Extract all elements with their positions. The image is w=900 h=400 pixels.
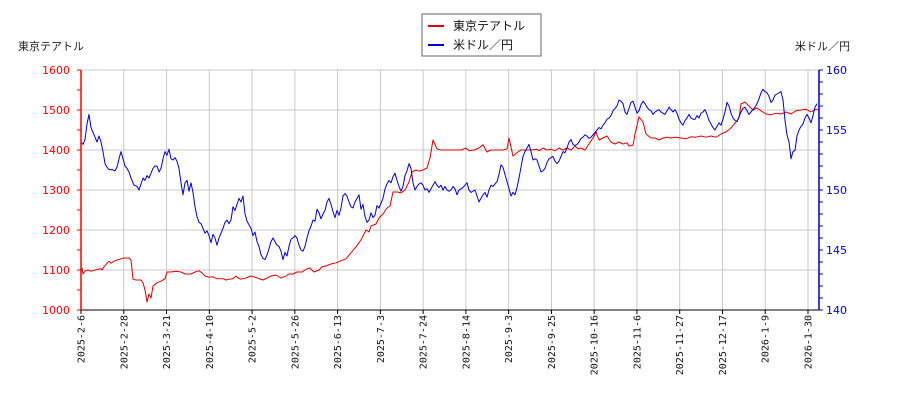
gridlines [81,69,819,310]
x-tick-label: 2025-4-10 [205,315,216,369]
left-tick-label: 1400 [42,144,70,157]
x-tick-label: 2025-8-14 [461,315,472,369]
legend-label-usdjpy: 米ドル／円 [453,38,513,52]
x-tick-label: 2025-7-3 [376,315,387,363]
right-axis-title: 米ドル／円 [795,40,850,53]
x-tick-label: 2025-3-21 [162,315,173,369]
right-tick-label: 145 [826,244,847,257]
x-tick-label: 2025-2-28 [119,315,130,369]
left-tick-label: 1500 [42,104,70,117]
x-tick-label: 2025-11-27 [675,315,686,375]
series-line-usdjpy [80,88,818,261]
axes: 1000 1100 1200 1300 1400 1500 1600 140 145 150 155… [42,64,847,317]
right-tick-label: 150 [826,184,847,197]
x-tick-label: 2025-10-16 [590,315,601,375]
x-tick-label: 2025-6-13 [333,315,344,369]
x-tick-label: 2025-7-24 [419,315,430,369]
right-tick-label: 155 [826,124,847,137]
legend-box [421,13,542,57]
x-axis-ticks: 2025-2-6 2025-2-28 2025-3-21 2025-4-10 2025-… [77,310,815,375]
series-layer [80,88,820,303]
left-tick-label: 1000 [42,304,70,317]
left-tick-label: 1300 [42,184,70,197]
series-line-tokyo-theatres [80,101,820,303]
x-tick-label: 2025-5-26 [290,315,301,369]
left-axis-title: 東京テアトル [18,39,84,53]
x-tick-label: 2025-2-6 [77,315,88,363]
left-tick-label: 1100 [42,264,70,277]
right-tick-label: 160 [826,64,847,77]
x-tick-label: 2025-12-17 [718,315,729,375]
x-tick-label: 2025-11-6 [632,315,643,369]
left-tick-label: 1600 [42,64,70,77]
left-tick-label: 1200 [42,224,70,237]
x-tick-label: 2026-1-9 [761,315,772,363]
x-tick-label: 2025-5-2 [248,315,259,363]
x-tick-label: 2025-9-25 [547,315,558,369]
x-tick-label: 2026-1-30 [804,315,815,369]
x-tick-label: 2025-9-3 [504,315,515,363]
legend-label-tokyo-theatres: 東京テアトル [453,19,525,33]
legend: 東京テアトル 米ドル／円 [421,13,542,57]
right-tick-label: 140 [826,304,847,317]
